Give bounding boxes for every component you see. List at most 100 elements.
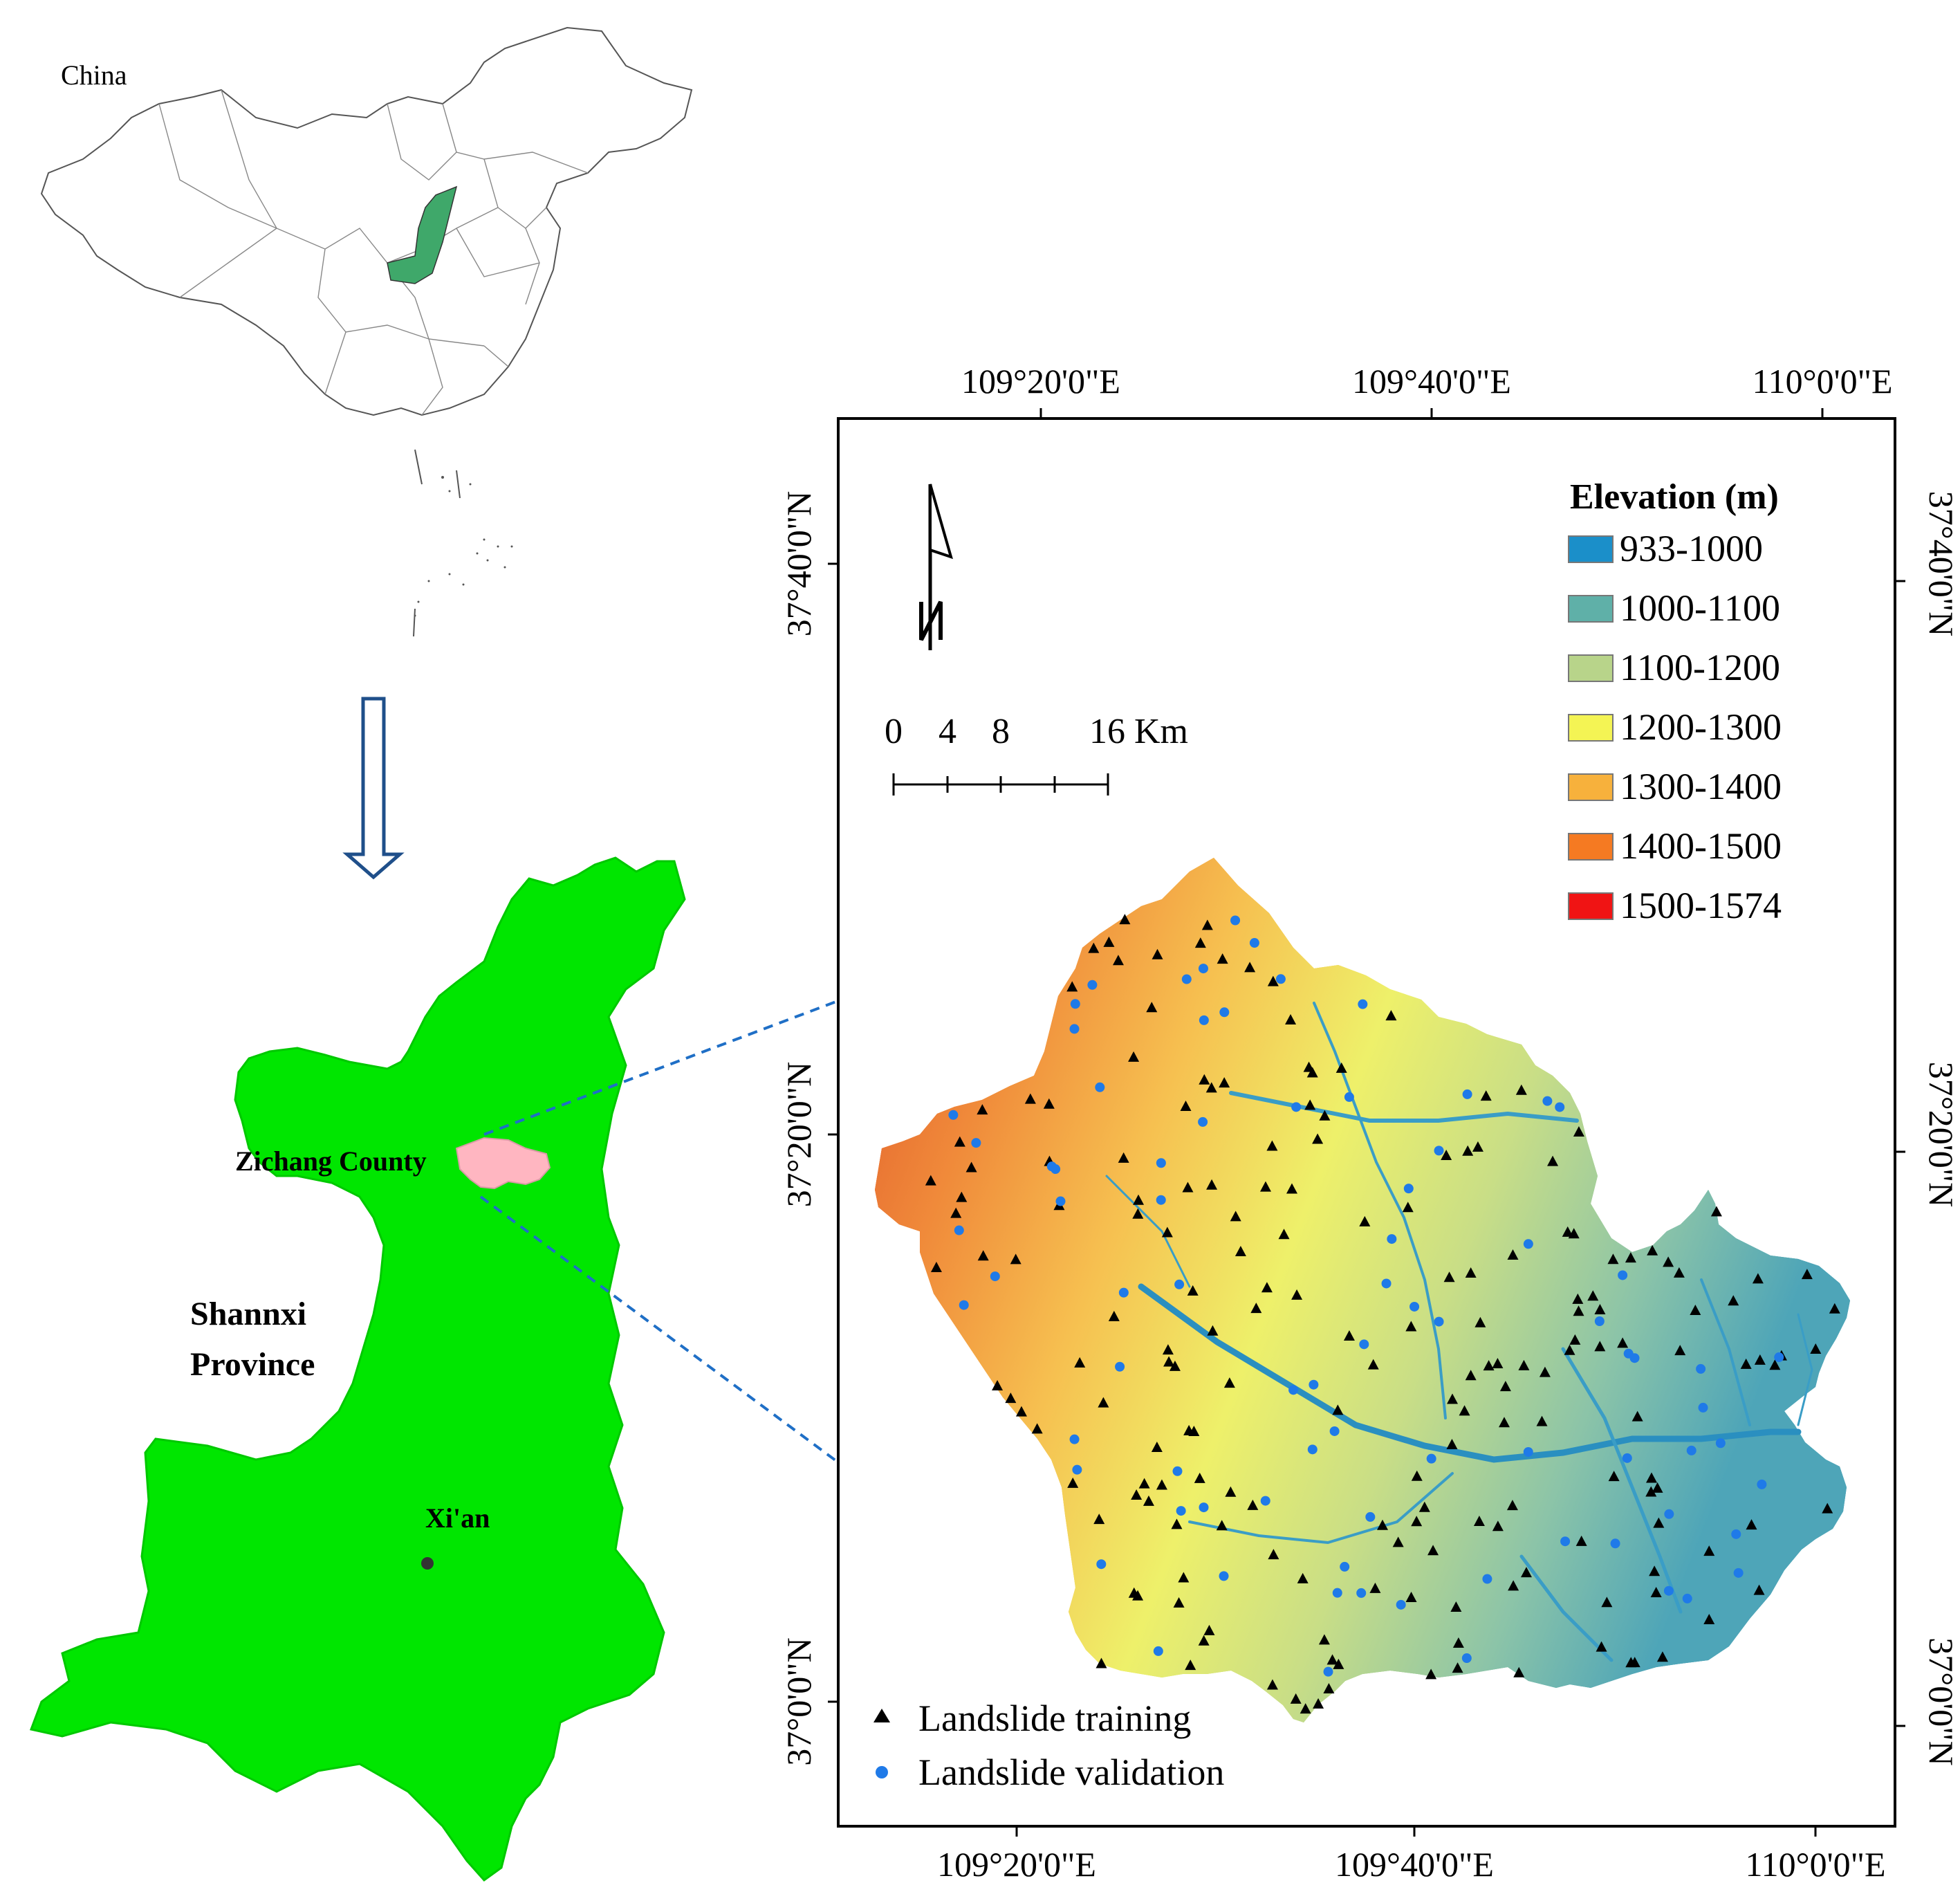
landslide-validation-point xyxy=(1156,1158,1166,1168)
landslide-training-point xyxy=(965,1161,977,1173)
china-shaanxi-highlight xyxy=(387,185,458,284)
landslide-training-point xyxy=(1182,1182,1194,1193)
landslide-training-point xyxy=(1513,1666,1525,1677)
left-lat-label-3: 37°0'0"N xyxy=(779,1637,818,1766)
landslide-training-point xyxy=(1118,1152,1129,1163)
landslide-training-point xyxy=(1483,1360,1495,1371)
landslide-validation-point xyxy=(1069,1434,1080,1444)
landslide-validation-point xyxy=(1096,1559,1107,1570)
china-outline xyxy=(40,26,693,416)
landslide-validation-point xyxy=(1087,980,1098,990)
landslide-validation-point xyxy=(1329,1426,1340,1436)
landslide-validation-point xyxy=(1260,1496,1270,1506)
landslide-validation-point xyxy=(1594,1316,1605,1326)
landslide-training-point xyxy=(1304,1099,1316,1110)
landslide-training-point xyxy=(1617,1337,1629,1348)
right-lat-label-1: 37°40'0"N xyxy=(1922,491,1960,637)
china-label: China xyxy=(61,59,127,91)
landslide-validation-point xyxy=(1051,1164,1061,1175)
landslide-training-point xyxy=(1690,1304,1701,1315)
landslide-training-point xyxy=(1173,1597,1185,1608)
landslide-validation-point xyxy=(1198,964,1208,974)
landslide-training-point xyxy=(1402,1202,1414,1213)
landslide-validation-point xyxy=(1618,1270,1628,1280)
landslide-training-point xyxy=(1180,1100,1192,1111)
landslide-validation-point xyxy=(1199,1015,1209,1025)
landslide-validation-point xyxy=(1181,974,1192,984)
landslide-training-point xyxy=(1306,1067,1318,1078)
points-legend: Landslide training Landslide validation xyxy=(873,1698,1224,1793)
landslide-training-point xyxy=(1564,1344,1575,1355)
landslide-training-point xyxy=(1673,1267,1685,1278)
landslide-validation-point xyxy=(1757,1479,1767,1489)
landslide-training-point xyxy=(1418,1501,1430,1512)
landslide-training-point xyxy=(1119,914,1131,925)
landslide-training-point xyxy=(1753,1584,1765,1595)
landslide-training-point xyxy=(1462,1145,1474,1156)
landslide-training-point xyxy=(1266,1140,1278,1151)
landslide-validation-point xyxy=(990,1271,1000,1282)
validation-legend-label: Landslide validation xyxy=(918,1752,1224,1793)
landslide-training-point xyxy=(1133,1194,1145,1205)
landslide-validation-point xyxy=(1340,1561,1350,1572)
landslide-training-point xyxy=(1649,1565,1661,1576)
left-lat-label-2: 37°20'0"N xyxy=(779,1062,818,1208)
landslide-training-point xyxy=(1313,1698,1324,1709)
zichang-county-shape xyxy=(455,1137,551,1190)
landslide-training-point xyxy=(977,1104,988,1115)
landslide-training-point xyxy=(1801,1269,1813,1280)
legend-swatch-4 xyxy=(1568,773,1614,801)
landslide-validation-point xyxy=(1055,1196,1066,1206)
legend-label-0: 933-1000 xyxy=(1620,528,1763,569)
landslide-training-point xyxy=(1607,1253,1619,1265)
landslide-training-point xyxy=(1601,1597,1613,1608)
legend-items: 933-1000 1000-1100 1100-1200 1200-1300 1300-… xyxy=(1568,528,1782,926)
landslide-training-point xyxy=(1088,942,1100,953)
xian-capital-dot xyxy=(421,1557,434,1570)
landslide-training-point xyxy=(1746,1519,1757,1530)
landslide-training-point xyxy=(1472,1141,1483,1152)
landslide-training-point xyxy=(1108,1310,1120,1321)
landslide-training-point xyxy=(1480,1090,1492,1101)
legend-label-2: 1100-1200 xyxy=(1620,647,1780,688)
landslide-training-point xyxy=(1188,1425,1200,1436)
landslide-training-point xyxy=(1303,1061,1315,1072)
landslide-validation-point xyxy=(1715,1438,1726,1449)
landslide-training-point xyxy=(1333,1658,1344,1669)
landslide-training-point xyxy=(1326,1654,1338,1665)
landslide-training-point xyxy=(1203,1624,1215,1635)
landslide-training-point xyxy=(1492,1520,1504,1532)
landslide-training-point xyxy=(1198,1635,1210,1646)
landslide-validation-point xyxy=(1219,1007,1230,1018)
landslide-training-point xyxy=(1411,1470,1423,1481)
legend-swatch-5 xyxy=(1568,833,1614,861)
landslide-training-point xyxy=(1369,1582,1381,1593)
scale-tick-16-km: 16 Km xyxy=(1089,712,1188,751)
landslide-validation-point xyxy=(1629,1353,1640,1363)
landslide-training-point xyxy=(1205,1082,1217,1093)
bottom-lon-label-1: 109°20'0"E xyxy=(937,1845,1096,1884)
landslide-training-point xyxy=(1572,1293,1584,1304)
landslide-training-point xyxy=(1335,1062,1347,1073)
landslide-training-point xyxy=(1492,1358,1504,1369)
landslide-validation-point xyxy=(1387,1234,1397,1244)
landslide-training-point xyxy=(1450,1601,1462,1612)
landslide-training-point xyxy=(1297,1572,1309,1583)
shaanxi-province-shape xyxy=(29,856,686,1882)
landslide-validation-point xyxy=(1095,1082,1105,1092)
landslide-validation-point xyxy=(1682,1593,1692,1603)
landslide-training-point xyxy=(1573,1126,1584,1137)
landslide-training-point xyxy=(1132,1208,1144,1219)
landslide-validation-point xyxy=(1381,1278,1392,1289)
landslide-training-point xyxy=(1290,1693,1302,1704)
landslide-validation-point xyxy=(971,1138,981,1148)
landslide-validation-point xyxy=(1686,1445,1696,1455)
landslide-validation-point xyxy=(1731,1529,1741,1539)
study-area-map: 109°20'0"E 109°40'0"E 110°0'0"E 109°20'0… xyxy=(779,362,1960,1884)
landslide-training-point xyxy=(1663,1256,1674,1267)
top-lon-label-1: 109°20'0"E xyxy=(961,362,1120,401)
landslide-training-point xyxy=(1594,1341,1606,1352)
landslide-training-point xyxy=(1703,1545,1715,1556)
legend-swatch-0 xyxy=(1568,535,1614,563)
landslide-validation-point xyxy=(1153,1646,1163,1656)
